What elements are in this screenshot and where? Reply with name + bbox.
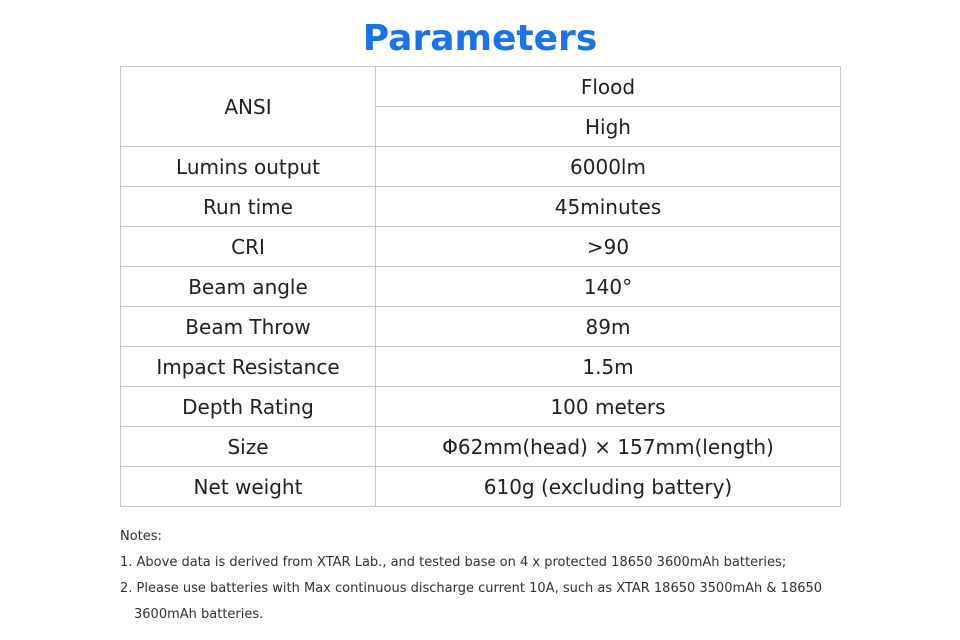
table-row: High	[121, 106, 841, 147]
table-row: Beam Throw 89m	[120, 306, 841, 347]
table-row: Impact Resistance 1.5m	[120, 346, 841, 387]
row-label: CRI	[120, 226, 376, 267]
row-value: 45minutes	[375, 186, 841, 227]
notes-section: Notes: 1. Above data is derived from XTA…	[120, 524, 940, 628]
row-label: Run time	[120, 186, 376, 227]
row-label: Size	[120, 426, 376, 467]
note-item: 1. Above data is derived from XTAR Lab.,…	[120, 555, 787, 570]
table-row: Lumins output 6000lm	[120, 146, 841, 187]
row-value: 100 meters	[375, 386, 841, 427]
row-value: 89m	[375, 306, 841, 347]
row-label: Net weight	[120, 466, 376, 507]
row-label: Beam Throw	[120, 306, 376, 347]
page-title: Parameters	[362, 18, 598, 59]
note-item-continuation: 3600mAh batteries.	[134, 607, 264, 622]
notes-heading: Notes:	[120, 529, 162, 544]
row-label: Depth Rating	[120, 386, 376, 427]
note-item: 2. Please use batteries with Max continu…	[120, 581, 823, 596]
row-value: 1.5m	[375, 346, 841, 387]
table-row: Run time 45minutes	[120, 186, 841, 227]
table-row: Size Φ62mm(head) × 157mm(length)	[120, 426, 841, 467]
table-row: Beam angle 140°	[120, 266, 841, 307]
row-label: Impact Resistance	[120, 346, 376, 387]
table-row: Depth Rating 100 meters	[120, 386, 841, 427]
row-value: >90	[375, 226, 841, 267]
parameters-table: ANSI Flood High Lumins output 6000lm Run…	[120, 66, 841, 507]
table-row: CRI >90	[120, 226, 841, 267]
row-value: 6000lm	[375, 146, 841, 187]
row-value: 140°	[375, 266, 841, 307]
table-row: Net weight 610g (excluding battery)	[120, 466, 841, 507]
row-label: Lumins output	[120, 146, 376, 187]
row-value: Φ62mm(head) × 157mm(length)	[375, 426, 841, 467]
ansi-label: ANSI	[120, 66, 376, 147]
mode-flood: Flood	[375, 66, 841, 107]
level-high: High	[375, 106, 841, 147]
table-row: ANSI Flood	[120, 66, 841, 147]
row-value: 610g (excluding battery)	[375, 466, 841, 507]
row-label: Beam angle	[120, 266, 376, 307]
